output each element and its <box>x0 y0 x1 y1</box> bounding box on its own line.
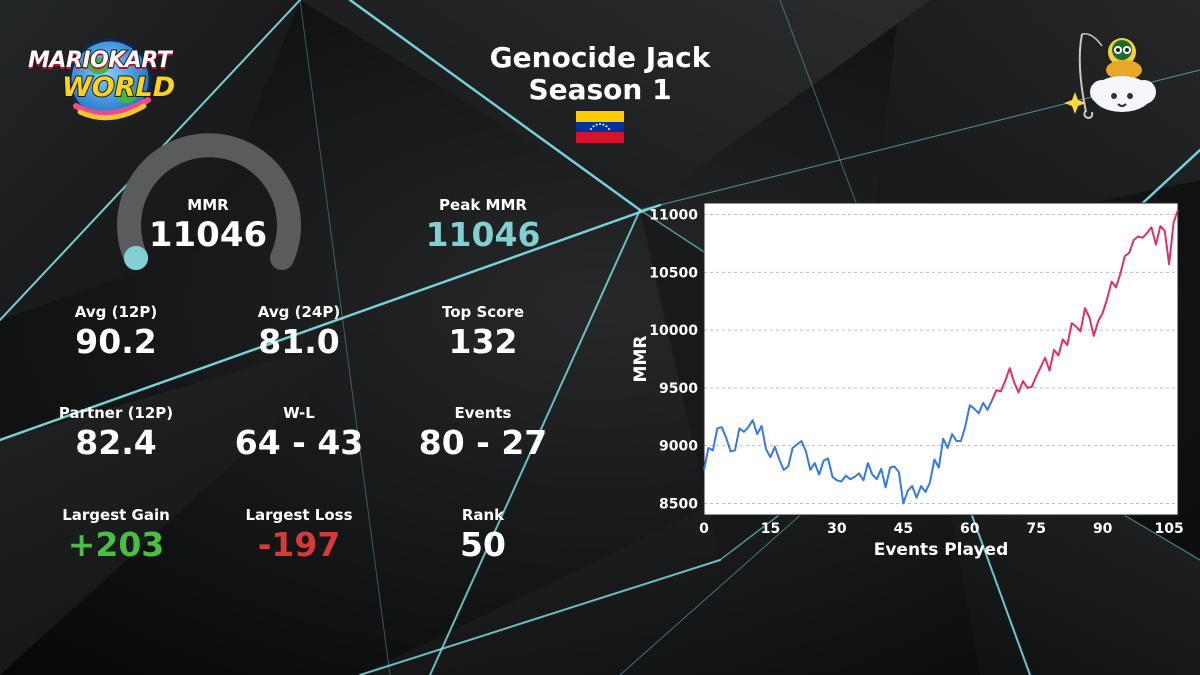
avg-12p-label: Avg (12P) <box>74 303 158 321</box>
x-tick-label: 45 <box>894 521 913 537</box>
mmr-value: 11046 <box>148 215 268 255</box>
player-name: Genocide Jack <box>489 41 711 74</box>
plot-area <box>704 203 1178 515</box>
peak-mmr-label: Peak MMR <box>439 196 527 214</box>
avg-12p-value: 90.2 <box>75 322 157 361</box>
peak-mmr-value: 11046 <box>425 215 541 254</box>
mmr-label: MMR <box>187 196 229 214</box>
top-score-value: 132 <box>448 322 518 361</box>
partner-12p-value: 82.4 <box>75 423 157 462</box>
events-label: Events <box>454 404 512 422</box>
avg-24p-label: Avg (24P) <box>257 303 341 321</box>
x-tick-label: 0 <box>699 521 709 537</box>
largest-gain-value: +203 <box>67 525 165 564</box>
largest-gain-label: Largest Gain <box>62 506 170 524</box>
x-tick-label: 75 <box>1027 521 1046 537</box>
mmr-line-after <box>990 209 1179 401</box>
mmr-gauge <box>117 133 301 270</box>
y-tick-label: 10000 <box>649 323 698 339</box>
x-tick-label: 30 <box>827 521 847 537</box>
mariokart-world-logo: MARIOKART WORLD <box>20 28 200 123</box>
top-score-label: Top Score <box>441 303 525 321</box>
x-axis-label: Events Played <box>874 540 1009 560</box>
logo-line1: MARIOKART <box>27 47 173 74</box>
season-title: Season 1 <box>528 73 672 106</box>
x-tick-label: 90 <box>1093 521 1113 537</box>
y-tick-label: 10500 <box>649 265 698 281</box>
mmr-history-chart: 8500 9000 9500 10000 10500 11000 0 15 30 45 60 75 90… <box>631 202 1184 560</box>
y-axis-label: MMR <box>631 336 651 383</box>
logo-line2: WORLD <box>61 71 176 104</box>
rank-label: Rank <box>461 506 505 524</box>
rank-value: 50 <box>460 525 506 564</box>
largest-loss-value: -197 <box>257 525 341 564</box>
mmr-line-before <box>703 400 993 505</box>
y-tick-label: 9000 <box>659 439 698 455</box>
events-value: 80 - 27 <box>418 423 548 462</box>
w-l-label: W-L <box>283 404 315 422</box>
y-tick-label: 9500 <box>659 381 698 397</box>
lakitu-cloud-icon <box>1064 33 1156 120</box>
avg-24p-value: 81.0 <box>258 322 340 361</box>
globe-icon <box>68 38 152 122</box>
y-tick-label: 8500 <box>659 496 698 512</box>
largest-loss-label: Largest Loss <box>245 506 353 524</box>
x-tick-label: 15 <box>761 521 780 537</box>
y-tick-label: 11000 <box>649 208 698 224</box>
plot-frame <box>703 202 1179 516</box>
w-l-value: 64 - 43 <box>234 423 364 462</box>
x-tick-label: 60 <box>960 521 980 537</box>
x-tick-label: 105 <box>1155 521 1184 537</box>
venezuela-flag-icon <box>576 111 624 143</box>
partner-12p-label: Partner (12P) <box>58 404 174 422</box>
